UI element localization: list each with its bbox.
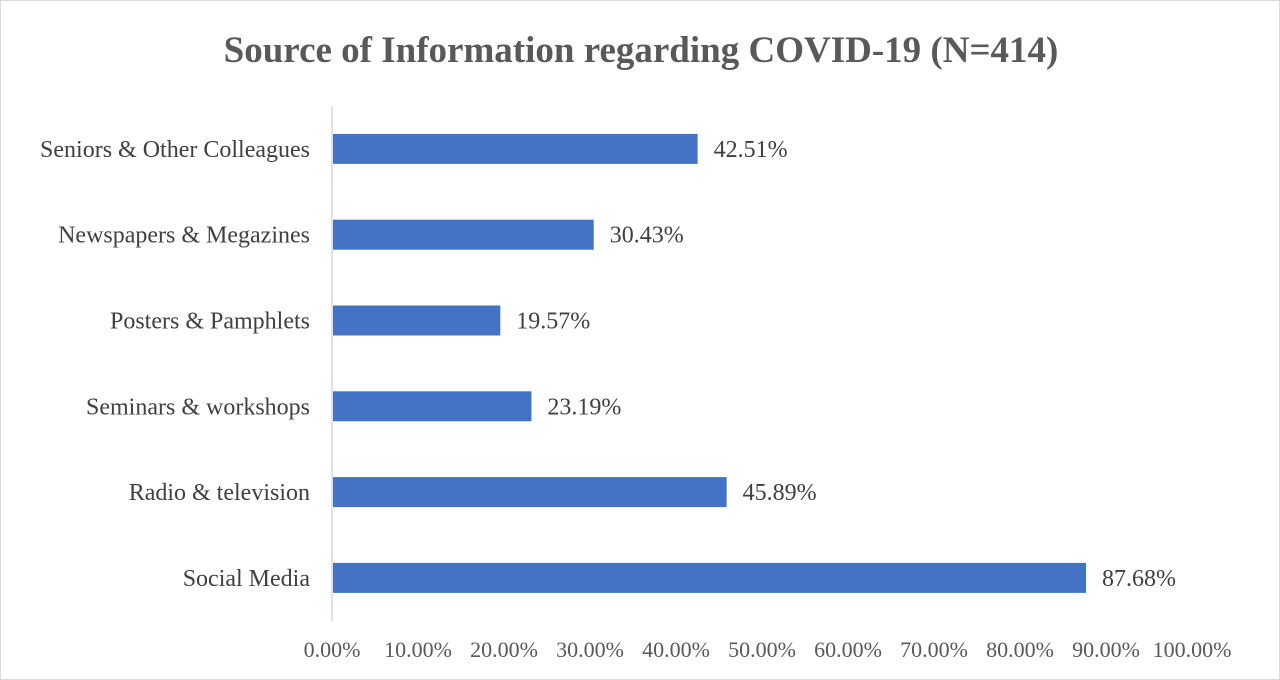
category-label-3: Posters & Pamphlets (110, 309, 310, 335)
category-label-0: Social Media (183, 566, 311, 592)
bar-4 (333, 219, 594, 250)
x-tick-label-4: 40.00% (642, 637, 710, 662)
bar-5 (333, 133, 698, 164)
data-label-3: 19.57% (516, 309, 590, 335)
bar-0 (333, 562, 1087, 593)
x-tick-label-5: 50.00% (728, 637, 796, 662)
category-label-4: Newspapers & Megazines (58, 223, 310, 249)
category-label-5: Seniors & Other Colleagues (40, 137, 310, 163)
x-tick-label-3: 30.00% (556, 637, 624, 662)
x-axis-tick-labels: 0.00% 10.00% 20.00% 30.00% 40.00% 50.00% 60.00… (304, 637, 1232, 662)
data-label-0: 87.68% (1102, 566, 1176, 592)
bars-layer (333, 133, 1087, 593)
data-labels: 87.68% 45.89% 23.19% 19.57% 30.43% 42.51% (516, 137, 1176, 592)
category-label-1: Radio & television (129, 480, 310, 506)
x-tick-label-9: 90.00% (1072, 637, 1140, 662)
x-tick-label-8: 80.00% (986, 637, 1054, 662)
data-label-5: 42.51% (714, 137, 788, 163)
x-tick-label-0: 0.00% (304, 637, 361, 662)
x-tick-label-6: 60.00% (814, 637, 882, 662)
chart-title: Source of Information regarding COVID-19… (224, 30, 1059, 71)
bar-1 (333, 477, 727, 508)
category-labels: Social Media Radio & television Seminars &… (40, 137, 310, 592)
x-tick-label-10: 100.00% (1153, 637, 1232, 662)
x-tick-label-2: 20.00% (470, 637, 538, 662)
data-label-2: 23.19% (547, 394, 621, 420)
data-label-4: 30.43% (610, 223, 684, 249)
x-tick-label-1: 10.00% (384, 637, 452, 662)
category-label-2: Seminars & workshops (86, 394, 310, 420)
x-tick-label-7: 70.00% (900, 637, 968, 662)
data-label-1: 45.89% (743, 480, 817, 506)
bar-3 (333, 305, 501, 336)
bar-2 (333, 391, 532, 422)
